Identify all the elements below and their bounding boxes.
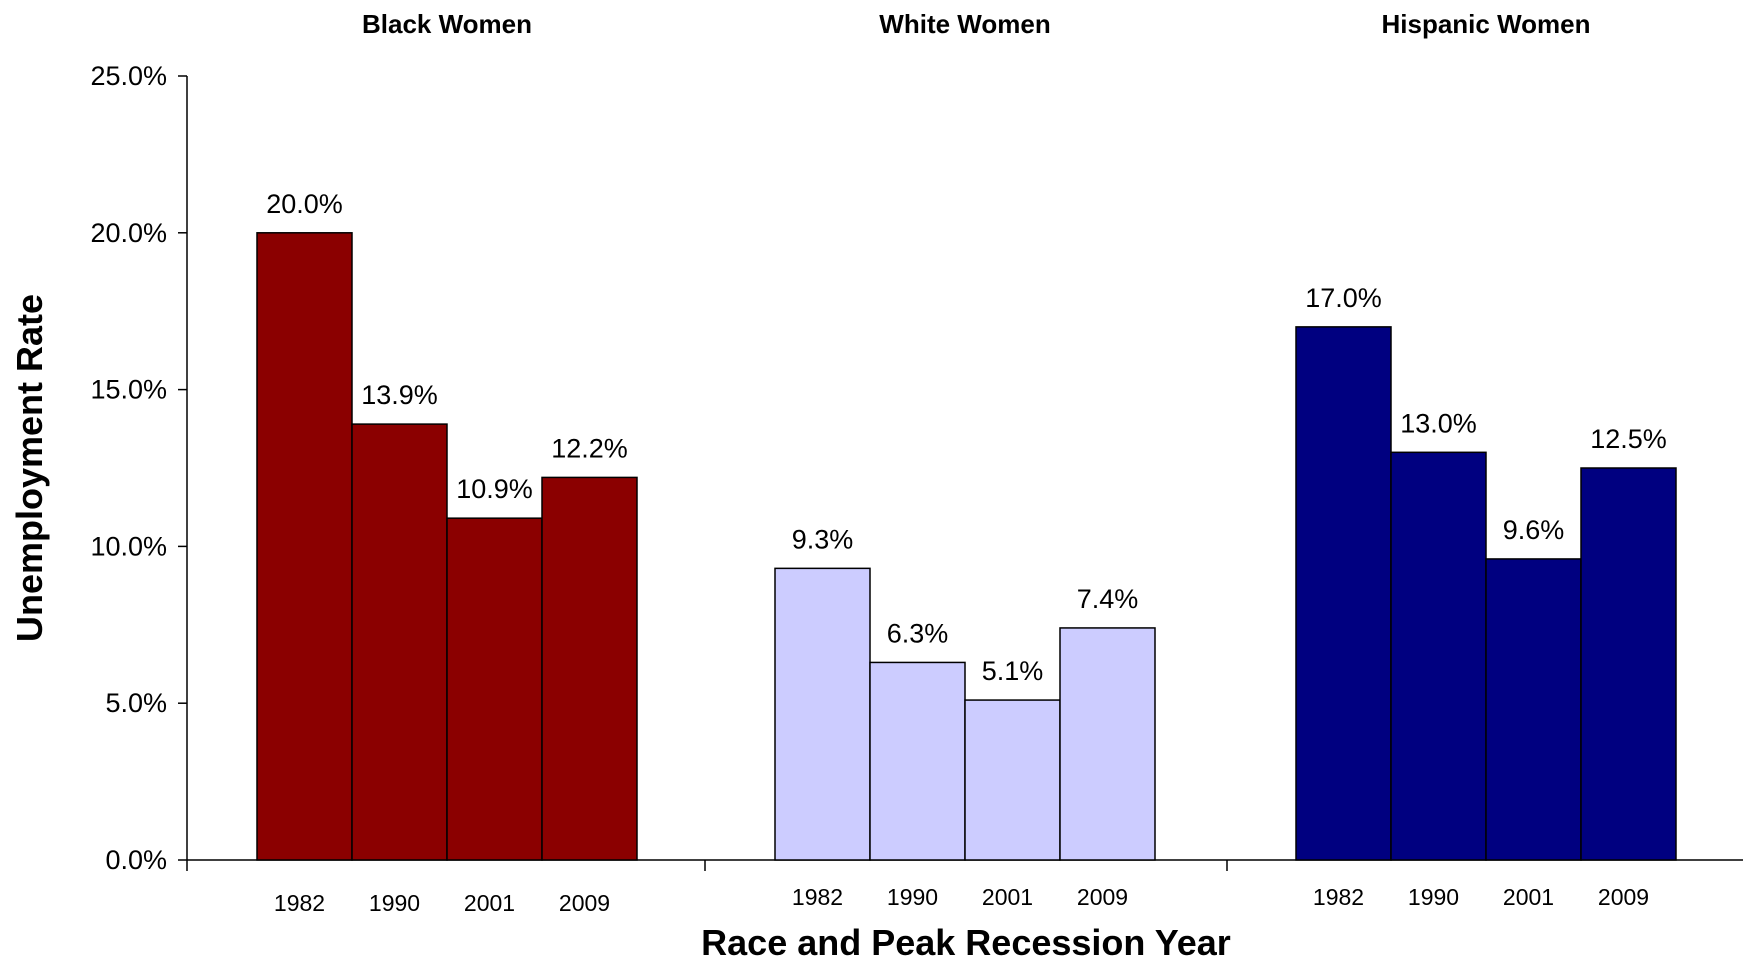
bar: [1485, 558, 1582, 861]
data-label: 6.3%: [887, 618, 949, 648]
data-label: 9.3%: [792, 524, 854, 554]
y-tick-label: 0.0%: [105, 845, 167, 875]
bar: [446, 517, 543, 861]
group-title: White Women: [879, 9, 1050, 39]
data-label: 12.5%: [1590, 424, 1667, 454]
y-tick-label: 20.0%: [90, 218, 167, 248]
data-label: 5.1%: [982, 656, 1044, 686]
bar: [351, 423, 448, 861]
bar: [1059, 627, 1156, 861]
group-title: Black Women: [362, 9, 532, 39]
x-tick-label: 2009: [559, 890, 610, 916]
bar: [256, 232, 353, 861]
y-tick-label: 10.0%: [90, 531, 167, 561]
data-label: 13.0%: [1400, 408, 1477, 438]
x-tick-label: 1990: [369, 890, 420, 916]
bar: [1390, 451, 1487, 861]
data-label: 20.0%: [266, 189, 343, 219]
bar: [1295, 326, 1392, 861]
bar: [1580, 467, 1677, 861]
x-tick-label: 2001: [464, 890, 515, 916]
labels: Black Women 20.0% 1982 13.9% 1990 10.9% 2001 12…: [266, 9, 1667, 916]
bar: [869, 661, 966, 861]
x-tick-label: 2001: [982, 884, 1033, 910]
x-tick-label: 1982: [1313, 884, 1364, 910]
data-label: 13.9%: [361, 380, 438, 410]
x-tick-label: 2009: [1077, 884, 1128, 910]
x-tick-label: 1982: [274, 890, 325, 916]
data-label: 7.4%: [1077, 584, 1139, 614]
y-tick-label: 25.0%: [90, 61, 167, 91]
data-label: 9.6%: [1503, 515, 1565, 545]
y-tick-label: 15.0%: [90, 375, 167, 405]
data-label: 10.9%: [456, 474, 533, 504]
x-tick-label: 1990: [887, 884, 938, 910]
x-tick-label: 2009: [1598, 884, 1649, 910]
y-axis-title: Unemployment Rate: [9, 294, 50, 642]
bar: [774, 567, 871, 861]
bars: [256, 232, 1677, 861]
bar: [541, 476, 638, 861]
x-tick-label: 2001: [1503, 884, 1554, 910]
group-title: Hispanic Women: [1381, 9, 1590, 39]
x-tick-label: 1982: [792, 884, 843, 910]
x-axis-title: Race and Peak Recession Year: [701, 922, 1231, 963]
x-tick-label: 1990: [1408, 884, 1459, 910]
data-label: 17.0%: [1305, 283, 1382, 313]
data-label: 12.2%: [551, 433, 628, 463]
y-tick-label: 5.0%: [105, 688, 167, 718]
bar: [964, 699, 1061, 861]
